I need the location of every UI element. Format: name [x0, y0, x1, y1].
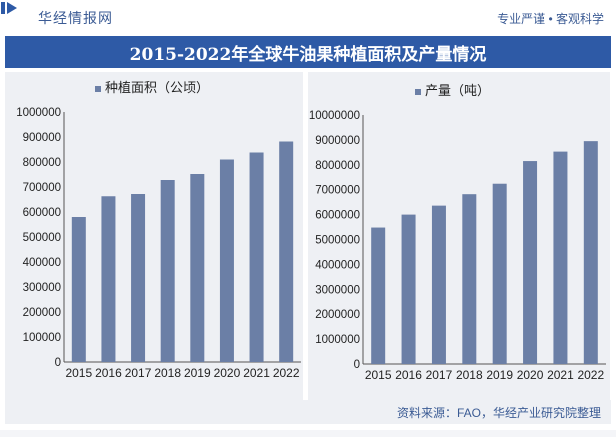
bar-2015[interactable]	[71, 217, 86, 362]
y-tick-label: 3000000	[315, 284, 360, 296]
y-tick-label: 2000000	[315, 309, 360, 321]
bar-2022[interactable]	[279, 141, 294, 363]
x-tick-label: 2015	[65, 366, 92, 380]
x-tick-label: 2018	[456, 368, 483, 382]
x-tick-label: 2016	[395, 368, 422, 382]
x-tick-label: 2022	[273, 366, 300, 380]
y-tick-label: 1000000	[16, 107, 61, 119]
y-tick-label: 0	[55, 357, 61, 369]
bar-2018[interactable]	[462, 194, 477, 364]
y-tick-label: 200000	[23, 307, 61, 319]
y-tick-label: 9000000	[315, 135, 360, 147]
x-tick-label: 2019	[184, 366, 211, 380]
bar-2015[interactable]	[371, 227, 386, 364]
y-tick-label: 6000000	[315, 210, 360, 222]
bar-2017[interactable]	[431, 205, 446, 364]
bar-2021[interactable]	[553, 151, 568, 364]
y-tick-label: 400000	[23, 257, 61, 269]
chart-title-bar: 2015-2022年全球牛油果种植面积及产量情况	[5, 36, 611, 68]
bar-2019[interactable]	[492, 183, 507, 364]
x-tick-label: 2021	[243, 366, 270, 380]
y-tick-label: 500000	[23, 232, 61, 244]
bar-2020[interactable]	[523, 161, 538, 364]
bottom-divider	[0, 430, 616, 437]
y-tick-label: 900000	[23, 132, 61, 144]
y-tick-label: 300000	[23, 282, 61, 294]
logo-icon	[1, 2, 32, 26]
bar-2016[interactable]	[401, 214, 416, 364]
y-tick-label: 600000	[23, 207, 61, 219]
bar-2020[interactable]	[219, 159, 234, 363]
brand[interactable]: 华经情报网	[1, 2, 113, 28]
x-tick-label: 2018	[154, 366, 181, 380]
y-tick-label: 8000000	[315, 160, 360, 172]
bar-2018[interactable]	[160, 180, 175, 362]
x-tick-label: 2017	[125, 366, 152, 380]
source-footer: 资料来源：FAO，华经产业研究院整理	[5, 400, 611, 424]
bar-2016[interactable]	[101, 196, 116, 362]
x-tick-label: 2015	[365, 368, 392, 382]
y-tick-label: 700000	[23, 182, 61, 194]
slogan: 专业严谨 • 客观科学	[497, 11, 604, 26]
x-tick-label: 2019	[486, 368, 513, 382]
x-tick-label: 2020	[517, 368, 544, 382]
legend-swatch	[415, 89, 421, 95]
brand-name: 华经情报网	[38, 10, 113, 26]
bar-2019[interactable]	[190, 174, 205, 362]
bar-2022[interactable]	[583, 141, 598, 364]
x-tick-label: 2021	[547, 368, 574, 382]
y-tick-label: 0	[354, 359, 360, 371]
y-tick-label: 800000	[23, 157, 61, 169]
x-tick-label: 2022	[577, 368, 604, 382]
x-tick-label: 2016	[95, 366, 122, 380]
area-chart-panel: 种植面积（公顷） 0 100000 200000 300000 400000 500000 6…	[5, 72, 303, 400]
y-tick-label: 7000000	[315, 185, 360, 197]
production-bar-chart: 产量（吨） 0 1000000 2000000 3000000 4000000 500000…	[309, 83, 606, 382]
y-tick-label: 4000000	[315, 259, 360, 271]
legend-swatch	[95, 86, 101, 92]
legend-label: 种植面积（公顷）	[105, 80, 209, 95]
area-bar-chart: 种植面积（公顷） 0 100000 200000 300000 400000 500000 6…	[16, 80, 301, 380]
bar-2021[interactable]	[249, 152, 264, 363]
y-tick-label: 1000000	[315, 334, 360, 346]
y-tick-label: 100000	[23, 332, 61, 344]
y-tick-label: 10000000	[309, 110, 360, 122]
bar-2017[interactable]	[131, 194, 146, 362]
x-tick-label: 2017	[426, 368, 453, 382]
source-note: 资料来源：FAO，华经产业研究院整理	[396, 405, 601, 420]
chart-title: 2015-2022年全球牛油果种植面积及产量情况	[129, 44, 487, 65]
production-chart-panel: 产量（吨） 0 1000000 2000000 3000000 4000000 500000…	[308, 72, 610, 400]
legend-label: 产量（吨）	[425, 83, 490, 98]
header-bar: 华经情报网 专业严谨 • 客观科学	[0, 0, 616, 36]
x-tick-label: 2020	[214, 366, 241, 380]
y-tick-label: 5000000	[315, 235, 360, 247]
